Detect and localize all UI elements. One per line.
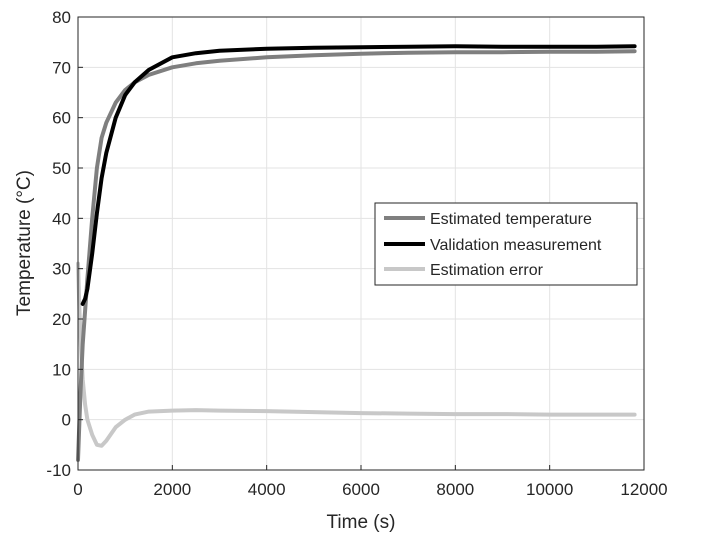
legend-label-validation-measurement: Validation measurement	[430, 237, 602, 254]
y-tick-label: 20	[52, 310, 71, 329]
y-tick-label: 50	[52, 159, 71, 178]
x-tick-label: 0	[73, 480, 82, 499]
x-tick-label: 12000	[620, 480, 667, 499]
ticks	[77, 16, 645, 471]
y-tick-label: 30	[52, 260, 71, 279]
x-axis-label: Time (s)	[327, 512, 396, 533]
y-tick-label: 70	[52, 58, 71, 77]
y-tick-label: 10	[52, 360, 71, 379]
series-layer	[76, 44, 637, 462]
tick-labels: 0 2000 4000 6000 8000 10000 12000-100102030405…	[46, 8, 667, 499]
x-tick-label: 4000	[248, 480, 286, 499]
series-line-estimated-temperature	[76, 49, 637, 462]
legend-label-estimated-temperature: Estimated temperature	[430, 211, 592, 228]
y-tick-label: 80	[52, 8, 71, 27]
series-line-validation-measurement	[80, 44, 637, 306]
x-tick-label: 10000	[526, 480, 573, 499]
x-tick-label: 8000	[436, 480, 474, 499]
x-tick-label: 2000	[153, 480, 191, 499]
y-tick-label: -10	[46, 461, 71, 480]
series-line-estimation-error	[76, 261, 637, 448]
legend-label-estimation-error: Estimation error	[430, 262, 544, 279]
y-axis-label: Temperature (°C)	[14, 170, 35, 316]
y-tick-label: 40	[52, 209, 71, 228]
y-tick-label: 0	[62, 411, 71, 430]
x-tick-label: 6000	[342, 480, 380, 499]
legend: Estimated temperature Validation measure…	[374, 202, 638, 286]
y-tick-label: 60	[52, 109, 71, 128]
